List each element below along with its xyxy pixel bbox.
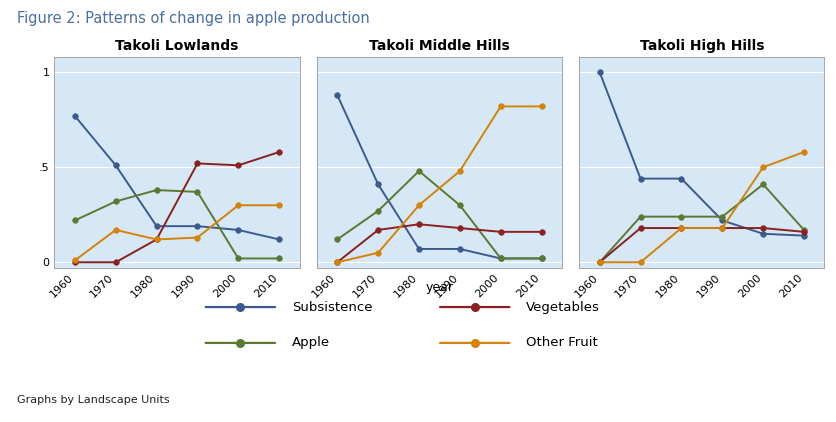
Text: Graphs by Landscape Units: Graphs by Landscape Units: [17, 395, 169, 405]
Text: Vegetables: Vegetables: [526, 300, 599, 314]
Text: Figure 2: Patterns of change in apple production: Figure 2: Patterns of change in apple pr…: [17, 11, 369, 26]
Text: year: year: [425, 281, 453, 294]
Text: Subsistence: Subsistence: [292, 300, 372, 314]
Title: Takoli Lowlands: Takoli Lowlands: [115, 39, 238, 53]
Text: Apple: Apple: [292, 336, 329, 349]
Title: Takoli High Hills: Takoli High Hills: [639, 39, 763, 53]
Title: Takoli Middle Hills: Takoli Middle Hills: [369, 39, 509, 53]
Text: Other Fruit: Other Fruit: [526, 336, 598, 349]
